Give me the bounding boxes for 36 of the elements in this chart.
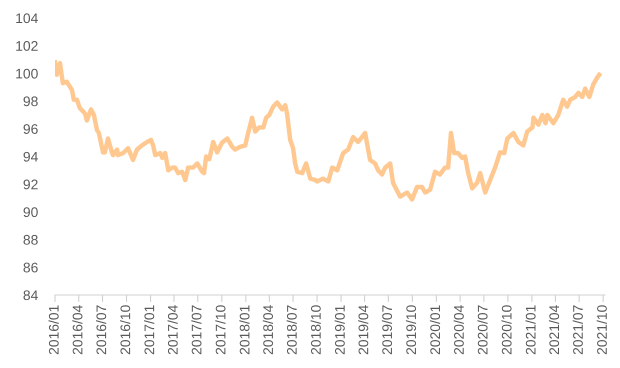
x-tick-label: 2016/07	[96, 305, 106, 354]
y-tick-label: 84	[23, 290, 38, 300]
x-tick-label: 2020/01	[430, 305, 440, 354]
x-tick-label: 2018/10	[310, 305, 321, 354]
line-series	[55, 60, 602, 202]
x-tick-label: 2016/10	[120, 305, 130, 354]
x-tick-label: 2019/04	[358, 305, 368, 354]
x-tick-label: 2020/07	[477, 305, 488, 354]
x-tick-label: 2021/07	[572, 305, 583, 354]
y-tick-label: 90	[24, 207, 38, 218]
y-tick-label: 92	[24, 180, 38, 190]
x-tick-label: 2021/01	[525, 305, 536, 354]
y-tick-label: 98	[24, 96, 38, 106]
x-tick-label: 2018/07	[286, 305, 297, 354]
y-tick-label: 94	[24, 152, 38, 162]
x-tick-label: 2021/04	[548, 305, 560, 354]
x-tick-label: 2018/04	[262, 305, 274, 354]
x-tick-label: 2019/10	[406, 305, 416, 354]
x-tick-label: 2017/04	[168, 305, 178, 354]
x-tick-label: 2021/10	[596, 305, 607, 354]
x-tick-label: 2019/01	[334, 305, 345, 354]
y-tick-label: 104	[16, 13, 38, 24]
x-tick-label: 2016/04	[72, 305, 82, 354]
x-tick-label: 2017/01	[144, 305, 154, 354]
x-tick-label: 2016/01	[48, 305, 59, 354]
y-tick-label: 102	[16, 41, 38, 51]
y-tick-label: 100	[16, 68, 38, 79]
x-tick-label: 2018/01	[239, 305, 250, 354]
y-tick-label: 96	[24, 124, 38, 134]
x-tick-label: 2020/04	[454, 305, 464, 354]
y-tick-label: 86	[23, 262, 38, 272]
x-tick-label: 2017/07	[191, 305, 202, 354]
x-tick-label: 2017/10	[215, 305, 226, 354]
x-tick-label: 2019/07	[382, 305, 392, 354]
y-tick-label: 88	[23, 234, 38, 245]
x-tick-label: 2020/10	[501, 305, 512, 354]
